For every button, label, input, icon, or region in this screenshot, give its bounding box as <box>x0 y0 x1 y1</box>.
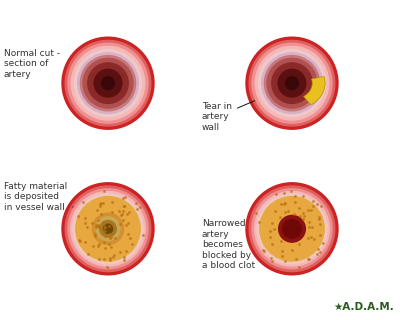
Text: Fatty material
is deposited
in vessel wall: Fatty material is deposited in vessel wa… <box>4 182 103 215</box>
Ellipse shape <box>260 196 324 261</box>
Text: ★A.D.A.M.: ★A.D.A.M. <box>333 302 394 312</box>
Ellipse shape <box>78 53 138 114</box>
Ellipse shape <box>102 77 114 90</box>
Ellipse shape <box>94 69 122 97</box>
Ellipse shape <box>252 189 332 269</box>
Ellipse shape <box>73 194 143 264</box>
Ellipse shape <box>71 46 145 120</box>
Ellipse shape <box>257 194 327 264</box>
Ellipse shape <box>262 53 322 114</box>
Ellipse shape <box>279 215 305 242</box>
Ellipse shape <box>283 220 301 238</box>
Ellipse shape <box>249 40 335 126</box>
Ellipse shape <box>246 183 338 275</box>
Ellipse shape <box>74 50 142 117</box>
Ellipse shape <box>103 224 113 233</box>
Ellipse shape <box>264 56 320 111</box>
Ellipse shape <box>267 58 317 108</box>
Ellipse shape <box>249 186 335 272</box>
Ellipse shape <box>80 56 136 111</box>
Ellipse shape <box>255 192 329 266</box>
Ellipse shape <box>272 63 312 103</box>
Ellipse shape <box>76 196 140 261</box>
Ellipse shape <box>246 37 338 129</box>
Ellipse shape <box>92 213 124 244</box>
Ellipse shape <box>68 43 148 123</box>
Ellipse shape <box>286 77 298 90</box>
Text: Narrowed
artery
becomes
blocked by
a blood clot: Narrowed artery becomes blocked by a blo… <box>202 220 271 270</box>
Ellipse shape <box>65 186 151 272</box>
Ellipse shape <box>255 46 329 120</box>
Ellipse shape <box>65 40 151 126</box>
Wedge shape <box>304 76 325 105</box>
Ellipse shape <box>100 220 116 237</box>
Ellipse shape <box>96 217 120 241</box>
Ellipse shape <box>258 50 326 117</box>
Ellipse shape <box>71 192 145 266</box>
Ellipse shape <box>88 63 128 103</box>
Ellipse shape <box>68 189 148 269</box>
Text: Tear in
artery
wall: Tear in artery wall <box>202 99 260 132</box>
Text: Normal cut -
section of
artery: Normal cut - section of artery <box>4 49 60 79</box>
Ellipse shape <box>83 58 133 108</box>
Ellipse shape <box>62 183 154 275</box>
Ellipse shape <box>252 43 332 123</box>
Ellipse shape <box>278 69 306 97</box>
Ellipse shape <box>62 37 154 129</box>
